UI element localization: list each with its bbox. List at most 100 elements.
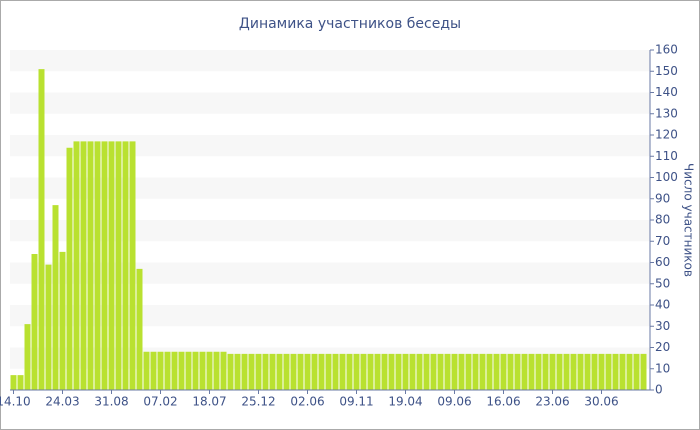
bar bbox=[17, 375, 24, 390]
bar bbox=[31, 254, 38, 390]
bar bbox=[80, 141, 87, 390]
bar bbox=[185, 351, 192, 390]
bar bbox=[304, 353, 311, 390]
bar bbox=[598, 353, 605, 390]
bar bbox=[472, 353, 479, 390]
x-tick-label: 07.02 bbox=[143, 395, 177, 409]
bar bbox=[423, 353, 430, 390]
bar bbox=[605, 353, 612, 390]
y-tick-label: 20 bbox=[655, 340, 670, 354]
x-tick-label: 23.06 bbox=[535, 395, 569, 409]
bar bbox=[199, 351, 206, 390]
bar bbox=[59, 251, 66, 390]
bar bbox=[395, 353, 402, 390]
bar bbox=[73, 141, 80, 390]
bar bbox=[150, 351, 157, 390]
bar bbox=[171, 351, 178, 390]
bar bbox=[10, 375, 17, 390]
grid-band bbox=[10, 50, 650, 72]
bar bbox=[486, 353, 493, 390]
bar bbox=[227, 353, 234, 390]
y-tick-label: 90 bbox=[655, 191, 670, 205]
bar bbox=[500, 353, 507, 390]
bar bbox=[570, 353, 577, 390]
bar bbox=[360, 353, 367, 390]
bar bbox=[591, 353, 598, 390]
grid-band bbox=[10, 92, 650, 114]
x-tick-label: 30.06 bbox=[584, 395, 618, 409]
bar bbox=[255, 353, 262, 390]
bar bbox=[493, 353, 500, 390]
y-tick-label: 140 bbox=[655, 85, 678, 99]
bar bbox=[542, 353, 549, 390]
bar bbox=[52, 205, 59, 390]
bar bbox=[465, 353, 472, 390]
bar bbox=[388, 353, 395, 390]
bar bbox=[549, 353, 556, 390]
bar bbox=[556, 353, 563, 390]
bar bbox=[276, 353, 283, 390]
bar bbox=[129, 141, 136, 390]
grid-band bbox=[10, 220, 650, 242]
bar bbox=[367, 353, 374, 390]
bar bbox=[45, 264, 52, 390]
x-tick-label: 09.11 bbox=[339, 395, 373, 409]
bar bbox=[430, 353, 437, 390]
bar bbox=[640, 353, 647, 390]
x-tick-label: 18.07 bbox=[192, 395, 226, 409]
bar bbox=[143, 351, 150, 390]
x-tick-label: 19.04 bbox=[388, 395, 422, 409]
bar bbox=[248, 353, 255, 390]
bar bbox=[612, 353, 619, 390]
bar bbox=[374, 353, 381, 390]
y-tick-label: 100 bbox=[655, 170, 678, 184]
y-tick-label: 50 bbox=[655, 276, 670, 290]
bar bbox=[87, 141, 94, 390]
bar bbox=[318, 353, 325, 390]
x-tick-label: 31.08 bbox=[94, 395, 128, 409]
bar bbox=[507, 353, 514, 390]
bar bbox=[157, 351, 164, 390]
bar bbox=[234, 353, 241, 390]
grid-band bbox=[10, 135, 650, 157]
bar bbox=[563, 353, 570, 390]
y-tick-label: 30 bbox=[655, 319, 670, 333]
bar bbox=[213, 351, 220, 390]
x-tick-label: 02.06 bbox=[290, 395, 324, 409]
bar bbox=[311, 353, 318, 390]
y-tick-label: 60 bbox=[655, 255, 670, 269]
bar bbox=[619, 353, 626, 390]
bar bbox=[178, 351, 185, 390]
bar bbox=[521, 353, 528, 390]
bar bbox=[269, 353, 276, 390]
bar bbox=[381, 353, 388, 390]
bar bbox=[136, 268, 143, 390]
x-tick-label: 09.06 bbox=[437, 395, 471, 409]
bar bbox=[115, 141, 122, 390]
x-tick-label: 16.06 bbox=[486, 395, 520, 409]
bar bbox=[206, 351, 213, 390]
bar bbox=[528, 353, 535, 390]
bar bbox=[577, 353, 584, 390]
y-tick-label: 80 bbox=[655, 213, 670, 227]
bar bbox=[458, 353, 465, 390]
bar bbox=[101, 141, 108, 390]
bar bbox=[283, 353, 290, 390]
x-tick-label: 14.10 bbox=[0, 395, 31, 409]
y-tick-label: 110 bbox=[655, 149, 678, 163]
bar bbox=[325, 353, 332, 390]
y-tick-label: 10 bbox=[655, 361, 670, 375]
bar bbox=[535, 353, 542, 390]
y-tick-label: 130 bbox=[655, 106, 678, 120]
y-tick-label: 70 bbox=[655, 234, 670, 248]
y-tick-label: 0 bbox=[655, 383, 663, 397]
bar bbox=[626, 353, 633, 390]
bar bbox=[332, 353, 339, 390]
y-axis-label: Число участников bbox=[682, 163, 696, 277]
bar bbox=[353, 353, 360, 390]
bar bbox=[164, 351, 171, 390]
bar bbox=[479, 353, 486, 390]
bar bbox=[108, 141, 115, 390]
bar bbox=[514, 353, 521, 390]
